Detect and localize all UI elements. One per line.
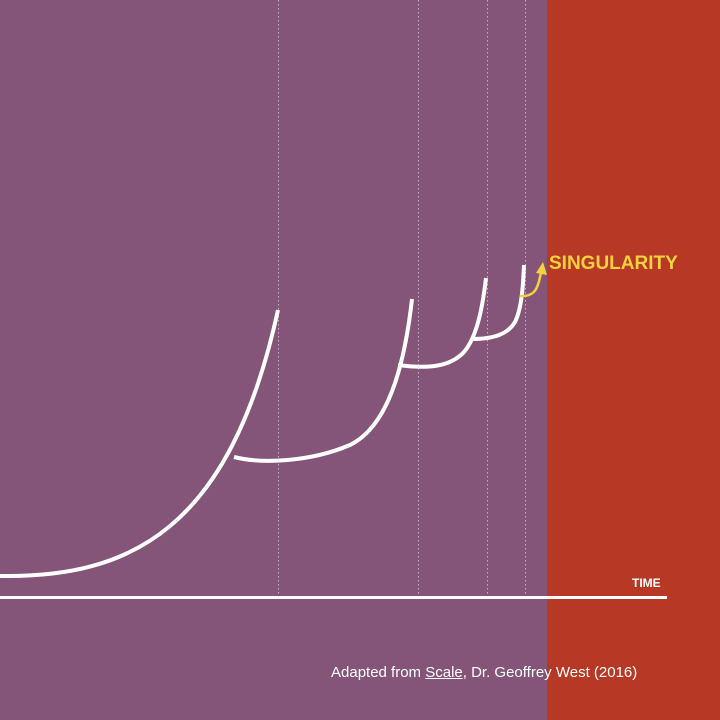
growth-curve-4: [471, 264, 526, 341]
credit-line: Adapted from Scale, Dr. Geoffrey West (2…: [331, 664, 637, 681]
growth-curve-2: [233, 298, 414, 463]
time-label: TIME: [632, 576, 661, 590]
arrow-stem: [519, 271, 543, 298]
book-title-link[interactable]: Scale: [425, 664, 463, 681]
credit-suffix: , Dr. Geoffrey West (2016): [462, 664, 638, 681]
growth-curve-3: [397, 277, 488, 369]
singularity-zone: [547, 0, 720, 720]
growth-curve-1: [0, 309, 280, 579]
credit-prefix: Adapted from: [331, 664, 426, 681]
singularity-label: SINGULARITY: [549, 253, 678, 274]
arrow-head: [536, 262, 547, 275]
curved-arrow-icon: [519, 262, 547, 298]
guide-lines: [278, 0, 526, 597]
growth-curves: [0, 264, 526, 579]
